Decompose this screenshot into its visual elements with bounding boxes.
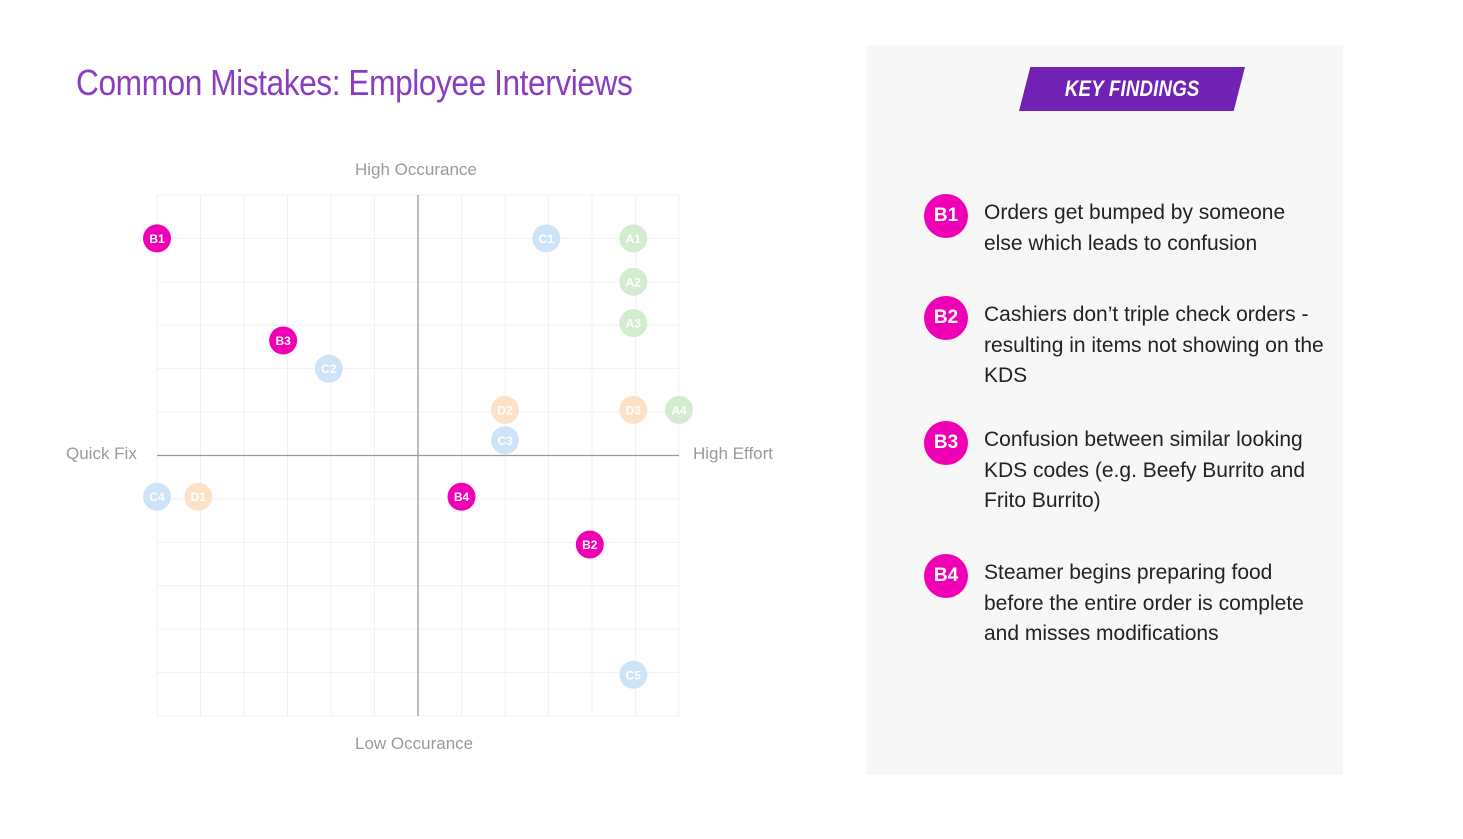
finding-badge: B1 <box>924 194 968 238</box>
point-marker-d2 <box>491 395 519 424</box>
point-marker-c5 <box>619 660 648 689</box>
point-label-c4: C4 <box>149 490 165 504</box>
axis-label-left: Quick Fix <box>66 444 137 463</box>
axis-label-top: High Occurance <box>355 160 477 179</box>
point-marker-b1 <box>143 224 171 253</box>
point-marker-c4 <box>143 482 171 511</box>
point-label-b2: B2 <box>582 538 598 552</box>
point-label-b3: B3 <box>275 334 291 348</box>
point-marker-d3 <box>619 395 648 424</box>
point-label-b4: B4 <box>454 490 470 504</box>
point-marker-a3 <box>619 309 648 338</box>
point-marker-b3 <box>269 326 298 355</box>
finding-badge: B2 <box>924 296 968 340</box>
point-marker-c3 <box>491 426 519 455</box>
key-findings-banner: KEY FINDINGS <box>1019 67 1245 111</box>
point-marker-b2 <box>575 530 604 559</box>
point-label-a2: A2 <box>626 275 642 289</box>
finding-text: Confusion between similar looking KDS co… <box>984 428 1305 512</box>
finding-text: Cashiers don’t triple check orders - res… <box>984 303 1324 387</box>
priority-matrix-chart: B1 B3 B4 B2 C1 A1 A2 A3 C2 D2 D3 A4 C3 C4 D1 C5 <box>143 194 693 717</box>
finding-text: Steamer begins preparing food before the… <box>984 561 1304 645</box>
point-label-d1: D1 <box>191 490 207 504</box>
finding-badge: B4 <box>924 554 968 598</box>
point-label-a1: A1 <box>626 232 642 246</box>
point-marker-c1 <box>532 224 561 253</box>
finding-text: Orders get bumped by someone else which … <box>984 201 1286 255</box>
point-marker-b4 <box>447 482 476 511</box>
point-label-c5: C5 <box>626 668 642 682</box>
point-marker-a4 <box>665 395 693 424</box>
point-marker-a2 <box>619 267 648 296</box>
axis-label-right: High Effort <box>693 444 774 463</box>
page-title: Common Mistakes: Employee Interviews <box>76 62 633 103</box>
point-marker-d1 <box>184 482 213 511</box>
finding-badge: B3 <box>924 421 968 465</box>
axis-label-bottom: Low Occurance <box>355 734 474 753</box>
key-findings-panel <box>866 45 1343 775</box>
point-label-a4: A4 <box>671 403 687 417</box>
point-label-d2: D2 <box>497 403 513 417</box>
point-label-c1: C1 <box>539 232 555 246</box>
point-label-b1: B1 <box>149 232 165 246</box>
point-marker-c2 <box>314 354 343 383</box>
point-label-c2: C2 <box>321 362 337 376</box>
point-label-c3: C3 <box>497 434 513 448</box>
key-findings-heading: KEY FINDINGS <box>1064 76 1200 101</box>
point-label-d3: D3 <box>626 403 642 417</box>
point-marker-a1 <box>619 224 648 253</box>
point-label-a3: A3 <box>626 317 642 331</box>
